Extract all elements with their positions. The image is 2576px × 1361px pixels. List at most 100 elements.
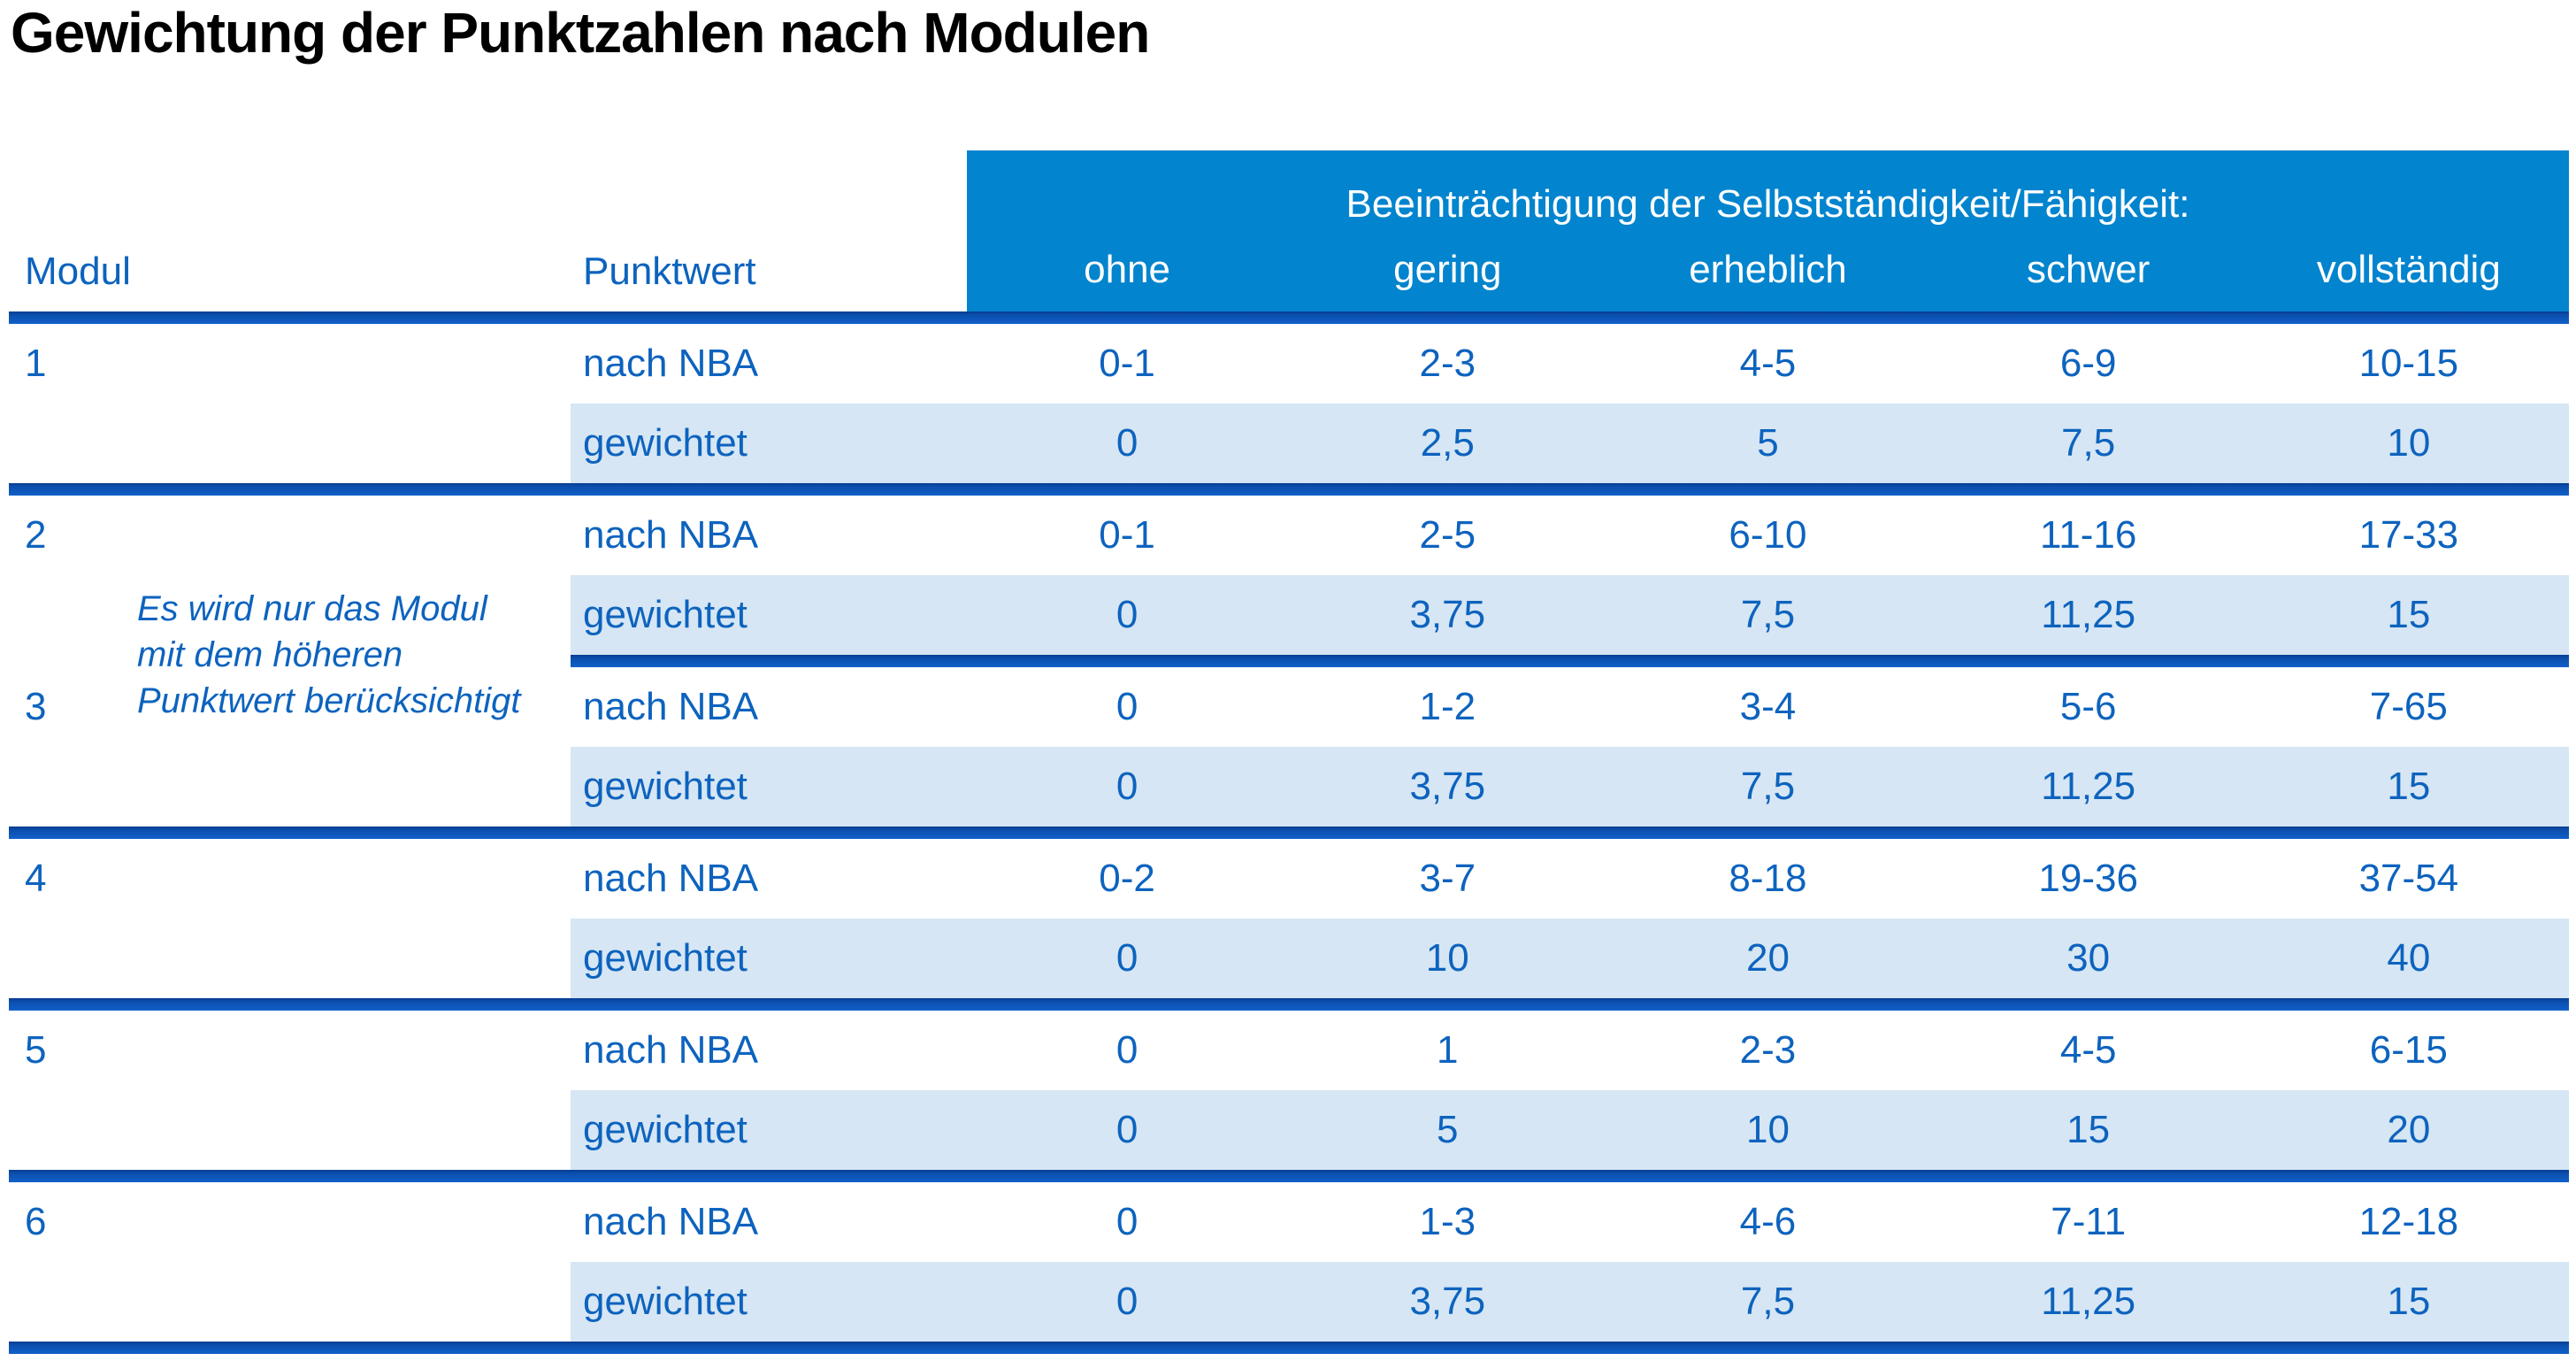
column-header-ohne: ohne [1084, 248, 1171, 291]
table-row-nba: 4 nach NBA 0-2 3-7 8-18 19-36 37-54 [9, 839, 2569, 919]
divider [9, 1342, 2569, 1354]
cell: 20 [1745, 936, 1790, 980]
partial-divider [571, 655, 2569, 667]
row-cells: gewichtet 0 3,75 7,5 11,25 15 [571, 1262, 2569, 1342]
column-header-erheblich: erheblich [1689, 248, 1847, 291]
table-row-nba: 1 nach NBA 0-1 2-3 4-5 6-9 10-15 [9, 324, 2569, 404]
row-label: nach NBA [583, 1200, 759, 1243]
cell: 11,25 [2041, 1280, 2136, 1323]
divider [9, 827, 2569, 839]
cell: 4-5 [1739, 342, 1797, 385]
cell: 37-54 [2358, 857, 2459, 900]
cell: 3,75 [1409, 1280, 1486, 1323]
row-cells: gewichtet 0 10 20 30 40 [571, 919, 2569, 998]
row-label: gewichtet [583, 765, 748, 808]
cell: 20 [2387, 1108, 2431, 1151]
module-2-3-rows: nach NBA 0-1 2-5 6-10 11-16 17-33 gewich… [571, 496, 2569, 827]
cell: 0-1 [1099, 342, 1155, 385]
cell: 17-33 [2358, 513, 2459, 557]
cell: 1-2 [1419, 685, 1476, 728]
table-row-weighted: gewichtet 0 10 20 30 40 [9, 919, 2569, 998]
table-row-nba: 6 nach NBA 0 1-3 4-6 7-11 12-18 [9, 1182, 2569, 1262]
note-line: Es wird nur das Modul [137, 589, 487, 628]
cell: 3-4 [1739, 685, 1797, 728]
table-row-nba: nach NBA 0-1 2-5 6-10 11-16 17-33 [571, 496, 2569, 575]
cell: 5-6 [2059, 685, 2117, 728]
cell: 0 [1116, 1108, 1138, 1151]
cell: 11,25 [2041, 765, 2136, 808]
column-header-schwer: schwer [2026, 248, 2150, 291]
column-header-punktwert: Punktwert [583, 250, 756, 293]
cell: 2,5 [1420, 421, 1475, 465]
module-2-3-left-column: 2 Es wird nur das Modul mit dem höheren … [9, 496, 571, 827]
cell: 0 [1116, 421, 1138, 465]
cell: 8-18 [1729, 857, 1807, 900]
module-block-5: 5 nach NBA 0 1 2-3 4-5 6-15 gewichtet 0 … [9, 1011, 2569, 1182]
row-cells: nach NBA 0-1 2-3 4-5 6-9 10-15 [571, 324, 2569, 404]
table-row-weighted: gewichtet 0 3,75 7,5 11,25 15 [9, 1262, 2569, 1342]
cell: 7,5 [1740, 765, 1796, 808]
module-number-spacer [9, 404, 571, 483]
cell: 5 [1757, 421, 1779, 465]
divider [9, 998, 2569, 1011]
row-label: gewichtet [583, 421, 748, 465]
cell: 15 [2387, 1280, 2431, 1323]
cell: 2-5 [1419, 513, 1476, 557]
module-number: 3 [25, 685, 47, 728]
cell: 2-3 [1419, 342, 1476, 385]
cell: 7-65 [2369, 685, 2448, 728]
cell: 1-3 [1419, 1200, 1476, 1243]
column-header-gering: gering [1393, 248, 1502, 291]
cell: 1 [1437, 1028, 1459, 1072]
cell: 40 [2387, 936, 2431, 980]
cell: 7,5 [1740, 1280, 1796, 1323]
cell: 4-5 [2059, 1028, 2117, 1072]
cell: 0-1 [1099, 513, 1155, 557]
row-label: nach NBA [583, 857, 759, 900]
divider [9, 483, 2569, 496]
note-line: Punktwert berücksichtigt [137, 681, 521, 720]
page-title: Gewichtung der Punktzahlen nach Modulen [11, 1, 1150, 65]
cell: 0 [1116, 1280, 1138, 1323]
impairment-header-box: Beeinträchtigung der Selbstständigkeit/F… [967, 150, 2569, 311]
cell: 30 [2066, 936, 2111, 980]
row-cells: nach NBA 0 1 2-3 4-5 6-15 [571, 1011, 2569, 1090]
row-cells: gewichtet 0 5 10 15 20 [571, 1090, 2569, 1170]
table-row-weighted: gewichtet 0 3,75 7,5 11,25 15 [571, 747, 2569, 827]
row-label: gewichtet [583, 1280, 748, 1323]
cell: 15 [2387, 593, 2431, 636]
module-number: 5 [25, 1028, 47, 1072]
row-cells: nach NBA 0-2 3-7 8-18 19-36 37-54 [571, 839, 2569, 919]
cell: 6-9 [2059, 342, 2117, 385]
table-row-weighted: gewichtet 0 3,75 7,5 11,25 15 [571, 575, 2569, 655]
cell: 11-16 [2040, 513, 2137, 557]
module-number-spacer [9, 1090, 571, 1170]
cell: 15 [2066, 1108, 2111, 1151]
module-block-2-3: 2 Es wird nur das Modul mit dem höheren … [9, 496, 2569, 827]
cell: 5 [1437, 1108, 1459, 1151]
row-label: gewichtet [583, 593, 748, 636]
cell: 0-2 [1099, 857, 1155, 900]
module-block-6: 6 nach NBA 0 1-3 4-6 7-11 12-18 gewichte… [9, 1182, 2569, 1354]
cell: 7,5 [1740, 593, 1796, 636]
cell: 10 [2387, 421, 2431, 465]
divider [9, 311, 2569, 324]
cell: 0 [1116, 765, 1138, 808]
cell: 11,25 [2041, 593, 2136, 636]
column-header-modul: Modul [25, 250, 131, 293]
weighting-table: Modul Punktwert Beeinträchtigung der Sel… [9, 150, 2569, 1354]
impairment-level-headers: ohne gering erheblich schwer vollständig [967, 228, 2569, 311]
row-label: nach NBA [583, 513, 759, 557]
row-label: nach NBA [583, 1028, 759, 1072]
row-cells: gewichtet 0 2,5 5 7,5 10 [571, 404, 2569, 483]
cell: 3,75 [1409, 765, 1486, 808]
cell: 3-7 [1419, 857, 1476, 900]
module-number: 6 [25, 1200, 47, 1243]
module-number-spacer [9, 919, 571, 998]
cell: 6-15 [2369, 1028, 2448, 1072]
cell: 0 [1116, 1028, 1138, 1072]
module-number: 4 [25, 857, 47, 900]
cell: 19-36 [2038, 857, 2138, 900]
cell: 0 [1116, 1200, 1138, 1243]
